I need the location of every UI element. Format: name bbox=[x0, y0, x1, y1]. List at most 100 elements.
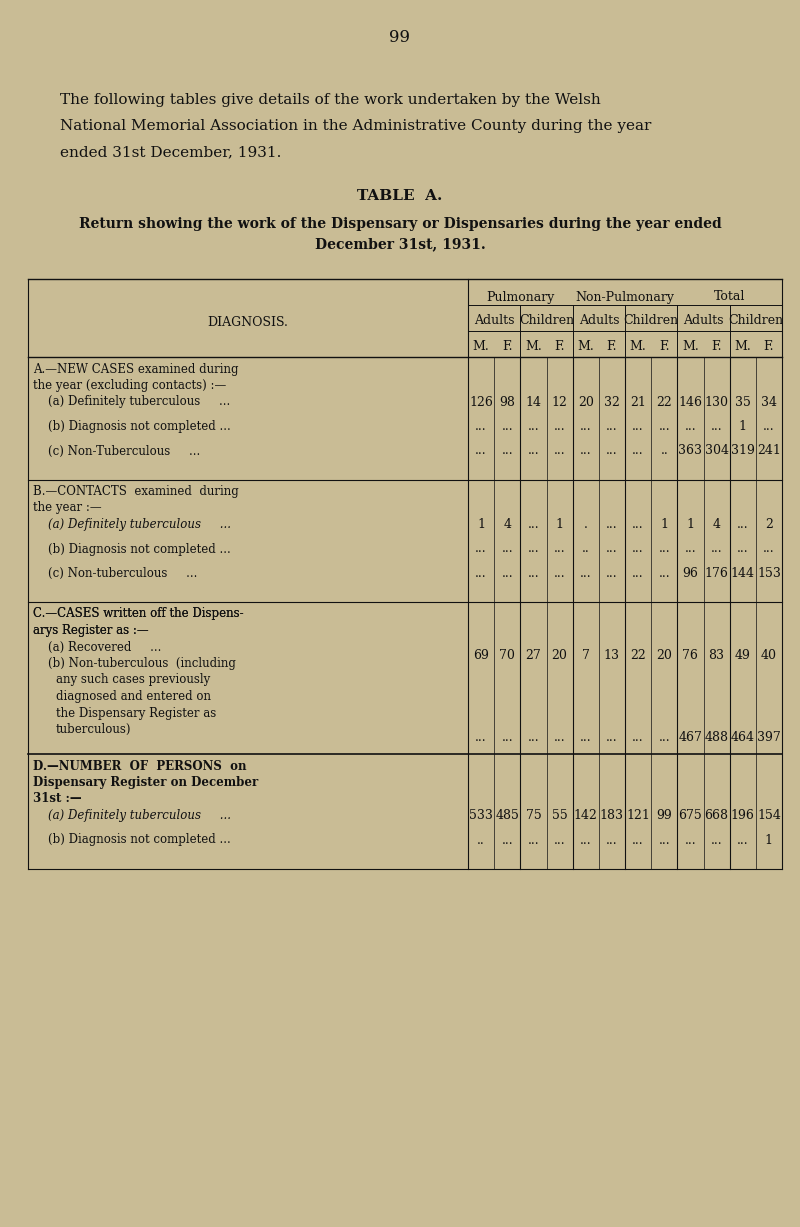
Text: ...: ... bbox=[528, 833, 539, 847]
Text: ...: ... bbox=[658, 567, 670, 580]
Text: ...: ... bbox=[528, 518, 539, 531]
Text: Adults: Adults bbox=[578, 314, 619, 328]
Text: ...: ... bbox=[554, 444, 566, 458]
Text: 464: 464 bbox=[730, 731, 754, 745]
Text: 176: 176 bbox=[705, 567, 729, 580]
Text: 69: 69 bbox=[473, 649, 489, 661]
Text: 70: 70 bbox=[499, 649, 515, 661]
Text: ...: ... bbox=[554, 567, 566, 580]
Text: 241: 241 bbox=[757, 444, 781, 458]
Text: ...: ... bbox=[606, 731, 618, 745]
Text: Adults: Adults bbox=[474, 314, 514, 328]
Text: 22: 22 bbox=[630, 649, 646, 661]
Text: tuberculous): tuberculous) bbox=[56, 723, 131, 736]
Text: B.—CONTACTS  examined  during: B.—CONTACTS examined during bbox=[33, 485, 238, 498]
Text: ...: ... bbox=[632, 444, 644, 458]
Text: ...: ... bbox=[475, 731, 487, 745]
Text: 488: 488 bbox=[705, 731, 729, 745]
Text: 675: 675 bbox=[678, 809, 702, 822]
Text: 20: 20 bbox=[552, 649, 567, 661]
Text: 126: 126 bbox=[469, 395, 493, 409]
Text: ...: ... bbox=[606, 542, 618, 556]
Text: ...: ... bbox=[554, 420, 566, 433]
Text: 1: 1 bbox=[477, 518, 485, 531]
Text: 183: 183 bbox=[600, 809, 624, 822]
Text: 55: 55 bbox=[552, 809, 567, 822]
Text: M.: M. bbox=[525, 341, 542, 353]
Text: 121: 121 bbox=[626, 809, 650, 822]
Text: D.—NUMBER  OF  PERSONS  on: D.—NUMBER OF PERSONS on bbox=[33, 760, 246, 773]
Text: ...: ... bbox=[658, 833, 670, 847]
Text: ...: ... bbox=[580, 833, 591, 847]
Text: ..: .. bbox=[478, 833, 485, 847]
Text: December 31st, 1931.: December 31st, 1931. bbox=[314, 237, 486, 252]
Text: 32: 32 bbox=[604, 395, 620, 409]
Text: Adults: Adults bbox=[683, 314, 724, 328]
Text: Return showing the work of the Dispensary or Dispensaries during the year ended: Return showing the work of the Dispensar… bbox=[78, 217, 722, 231]
Text: 146: 146 bbox=[678, 395, 702, 409]
Text: 397: 397 bbox=[757, 731, 781, 745]
Text: F.: F. bbox=[502, 341, 513, 353]
Text: ...: ... bbox=[763, 542, 774, 556]
Text: 153: 153 bbox=[757, 567, 781, 580]
Text: 130: 130 bbox=[705, 395, 729, 409]
Text: (b) Non-tuberculous  (including: (b) Non-tuberculous (including bbox=[48, 656, 236, 670]
Text: Children: Children bbox=[728, 314, 783, 328]
Text: the year :—: the year :— bbox=[33, 502, 102, 514]
Text: the Dispensary Register as: the Dispensary Register as bbox=[56, 707, 216, 719]
Text: 31st :—: 31st :— bbox=[33, 793, 82, 805]
Text: 35: 35 bbox=[735, 395, 750, 409]
Text: ...: ... bbox=[528, 420, 539, 433]
Text: 75: 75 bbox=[526, 809, 542, 822]
Text: ...: ... bbox=[737, 542, 749, 556]
Text: ...: ... bbox=[606, 567, 618, 580]
Text: ...: ... bbox=[475, 567, 487, 580]
Text: ...: ... bbox=[632, 420, 644, 433]
Text: A.—NEW CASES examined during: A.—NEW CASES examined during bbox=[33, 362, 238, 375]
Text: The following tables give details of the work undertaken by the Welsh: The following tables give details of the… bbox=[60, 93, 601, 107]
Text: ...: ... bbox=[554, 731, 566, 745]
Text: ...: ... bbox=[502, 567, 513, 580]
Text: 12: 12 bbox=[552, 395, 567, 409]
Text: 154: 154 bbox=[757, 809, 781, 822]
Text: .: . bbox=[584, 518, 588, 531]
Text: 4: 4 bbox=[713, 518, 721, 531]
Text: 96: 96 bbox=[682, 567, 698, 580]
Text: any such cases previously: any such cases previously bbox=[56, 674, 210, 686]
Text: 98: 98 bbox=[499, 395, 515, 409]
Text: ..: .. bbox=[582, 542, 590, 556]
Text: 83: 83 bbox=[709, 649, 725, 661]
Text: 2: 2 bbox=[765, 518, 773, 531]
Text: 485: 485 bbox=[495, 809, 519, 822]
Text: Children: Children bbox=[624, 314, 678, 328]
Text: 49: 49 bbox=[735, 649, 750, 661]
Text: F.: F. bbox=[659, 341, 670, 353]
Text: M.: M. bbox=[473, 341, 490, 353]
Text: 20: 20 bbox=[578, 395, 594, 409]
Text: ...: ... bbox=[632, 542, 644, 556]
Text: Children: Children bbox=[519, 314, 574, 328]
Text: ...: ... bbox=[475, 542, 487, 556]
Text: ...: ... bbox=[475, 444, 487, 458]
Text: 1: 1 bbox=[738, 420, 746, 433]
Text: 533: 533 bbox=[469, 809, 493, 822]
Text: (c) Non-tuberculous     ...: (c) Non-tuberculous ... bbox=[48, 567, 198, 580]
Text: ...: ... bbox=[763, 420, 774, 433]
Text: ...: ... bbox=[580, 420, 591, 433]
Text: M.: M. bbox=[682, 341, 698, 353]
Text: 7: 7 bbox=[582, 649, 590, 661]
Text: Total: Total bbox=[714, 291, 746, 303]
Text: ...: ... bbox=[632, 833, 644, 847]
Text: F.: F. bbox=[764, 341, 774, 353]
Text: ...: ... bbox=[502, 833, 513, 847]
Text: ...: ... bbox=[606, 444, 618, 458]
Text: 1: 1 bbox=[765, 833, 773, 847]
Text: ...: ... bbox=[580, 444, 591, 458]
Text: 196: 196 bbox=[731, 809, 754, 822]
Text: ...: ... bbox=[737, 518, 749, 531]
Text: ...: ... bbox=[658, 542, 670, 556]
Text: 4: 4 bbox=[503, 518, 511, 531]
Text: ...: ... bbox=[502, 444, 513, 458]
Text: ...: ... bbox=[606, 833, 618, 847]
Text: (c) Non-Tuberculous     ...: (c) Non-Tuberculous ... bbox=[48, 444, 200, 458]
